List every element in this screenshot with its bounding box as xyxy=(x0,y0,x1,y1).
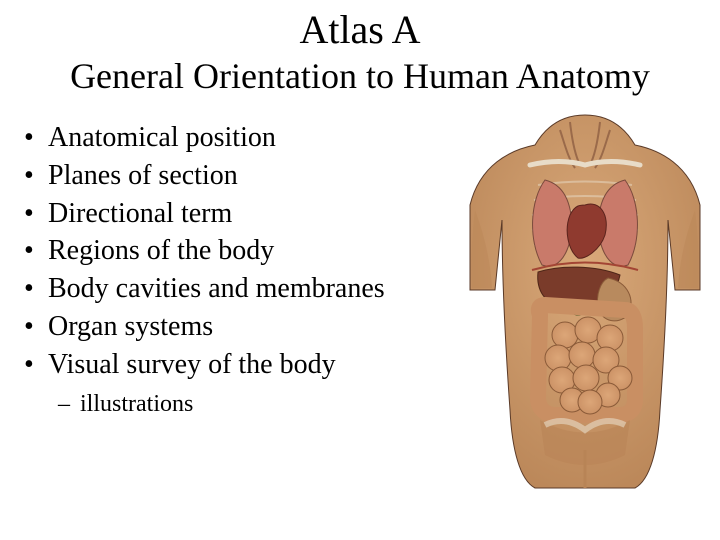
list-item: Visual survey of the body xyxy=(18,346,385,384)
page-title: Atlas A xyxy=(0,6,720,53)
list-item: Directional term xyxy=(18,195,385,233)
list-sub-item: illustrations xyxy=(18,388,385,422)
list-item: Regions of the body xyxy=(18,232,385,270)
list-item: Body cavities and membranes xyxy=(18,270,385,308)
list-item: Organ systems xyxy=(18,308,385,346)
list-item: Anatomical position xyxy=(18,119,385,157)
bullet-list: Anatomical position Planes of section Di… xyxy=(18,119,385,421)
list-item: Planes of section xyxy=(18,157,385,195)
page-subtitle: General Orientation to Human Anatomy xyxy=(0,55,720,97)
anatomy-illustration xyxy=(460,110,710,490)
